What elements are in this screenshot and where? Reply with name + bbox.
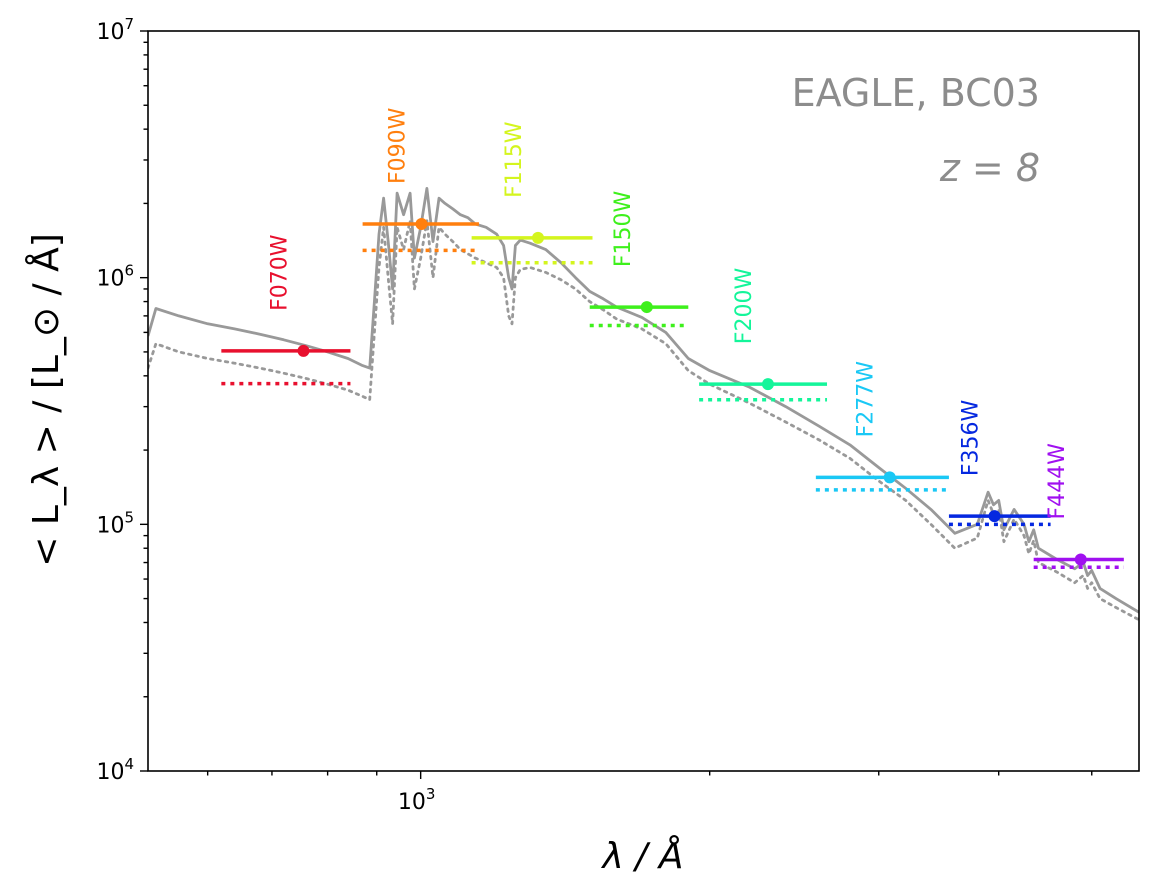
filter-point bbox=[883, 471, 896, 484]
x-axis-label: λ / Å bbox=[601, 834, 684, 877]
filter-F150W: F150W bbox=[589, 190, 689, 328]
y-tick-label: 106 bbox=[96, 262, 134, 292]
filter-F356W: F356W bbox=[948, 399, 1051, 527]
x-tick-label: 103 bbox=[398, 785, 436, 815]
filter-point bbox=[532, 231, 545, 244]
filter-label: F356W bbox=[959, 399, 984, 476]
filter-label: F277W bbox=[854, 361, 879, 438]
spectrum-solid-line bbox=[148, 186, 1139, 614]
y-tick-label: 104 bbox=[96, 755, 134, 785]
spectrum-dotted-line bbox=[148, 219, 1139, 622]
filter-layer: F070W F090W F115W F150W F200W F277W F356W F444W bbox=[221, 107, 1124, 569]
filter-point bbox=[988, 510, 1001, 523]
annotation-redshift: z = 8 bbox=[939, 146, 1040, 190]
tick-layer: 104 105 106 107 103 bbox=[96, 15, 1093, 815]
filter-label: F070W bbox=[268, 234, 293, 311]
filter-label: F090W bbox=[386, 107, 411, 184]
filter-F070W: F070W bbox=[221, 234, 351, 386]
filter-point bbox=[761, 378, 774, 391]
filter-F444W: F444W bbox=[1033, 443, 1124, 569]
filter-F277W: F277W bbox=[815, 361, 949, 492]
filter-F200W: F200W bbox=[699, 268, 828, 402]
filter-F090W: F090W bbox=[362, 107, 479, 253]
y-tick-label: 105 bbox=[96, 508, 134, 538]
filter-point bbox=[297, 344, 310, 357]
annotation-model: EAGLE, BC03 bbox=[792, 71, 1040, 115]
y-axis-label: < L_λ > / [L_⊙ / Å] bbox=[24, 233, 67, 567]
filter-point bbox=[1074, 553, 1087, 566]
plot-frame bbox=[147, 30, 1140, 772]
filter-label: F200W bbox=[732, 268, 757, 345]
y-tick-label: 107 bbox=[96, 15, 134, 45]
spectrum-layer bbox=[148, 186, 1139, 622]
filter-point bbox=[640, 301, 653, 314]
filter-label: F150W bbox=[611, 190, 636, 267]
filter-label: F115W bbox=[502, 121, 527, 198]
filter-label: F444W bbox=[1045, 443, 1070, 520]
filter-F115W: F115W bbox=[471, 121, 593, 265]
filter-point bbox=[415, 218, 428, 231]
